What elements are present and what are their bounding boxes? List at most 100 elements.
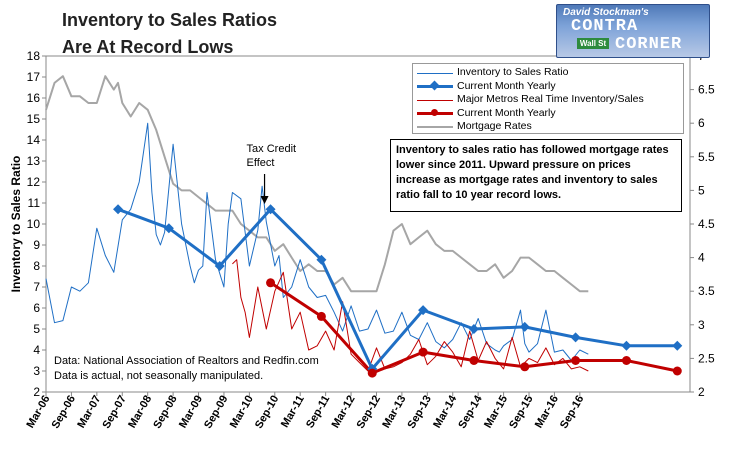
x-tick-label: Sep-09 [202,394,230,431]
x-tick-label: Sep-12 [355,394,383,431]
y-tick-label: 6 [33,301,40,315]
current-yearly-marker [214,261,225,271]
legend-label-metros-yearly: Current Month Yearly [457,106,556,119]
series-metros-line [232,259,589,372]
y-tick-label: 16 [27,91,41,105]
y-tick-label: 4 [33,343,40,357]
current-yearly-marker [570,332,581,343]
legend-item-nar: Inventory to Sales Ratio [417,66,679,80]
metros-yearly-marker [571,356,581,365]
metros-yearly-marker [316,311,326,321]
logo-line3: CORNER [615,35,683,54]
contra-corner-logo: David Stockman's CONTRA Wall St CORNER [556,4,710,58]
y2-tick-label: 6 [698,116,705,130]
metros-yearly-marker [520,362,530,372]
current-yearly-marker [672,340,683,351]
x-tick-label: Mar-09 [177,394,205,431]
series-mortgage-rates-line [45,75,589,293]
x-tick-label: Mar-10 [228,394,256,431]
y2-tick-label: 2 [698,385,705,399]
legend-item-metros-yearly: Current Month Yearly [417,107,679,121]
legend-label-mortgage: Mortgage Rates [457,120,532,132]
metros-yearly-marker [621,356,631,365]
logo-street-sign: Wall St [577,38,609,49]
x-tick-label: Sep-11 [304,394,332,431]
chart-title-line1: Inventory to Sales Ratios [62,10,278,30]
y2-tick-label: 6.5 [698,83,715,97]
current-yearly-marker [519,321,530,332]
metros-yearly-marker [418,347,428,357]
current-yearly-marker [468,324,479,334]
current-yearly-marker [418,305,429,316]
legend-item-mortgage: Mortgage Rates [417,120,679,134]
x-tick-label: Mar-15 [482,394,510,431]
y-tick-label: 15 [27,112,41,126]
y-tick-label: 2 [33,385,40,399]
chart-legend: Inventory to Sales Ratio Current Month Y… [412,63,684,134]
legend-swatch-metros-yearly [417,108,453,118]
y2-tick-label: 3 [698,318,705,332]
y2-tick-label: 5.5 [698,150,715,164]
y-tick-label: 17 [27,70,41,84]
y-tick-label: 5 [33,322,40,336]
y-tick-label: 11 [28,196,41,210]
x-tick-label: Mar-12 [330,394,358,431]
source-line2: Data is actual, not seasonally manipulat… [54,370,264,382]
y-tick-label: 10 [27,217,41,231]
logo-line1: David Stockman's [563,7,649,18]
x-tick-label: Mar-11 [279,394,307,430]
current-yearly-marker [265,204,276,215]
legend-label-metros: Major Metros Real Time Inventory/Sales [457,93,644,105]
y2-tick-label: 4.5 [698,217,715,231]
annotation-tax-credit-line2: Effect [247,157,275,169]
legend-swatch-nar [417,68,453,78]
y2-tick-label: 3.5 [698,284,715,298]
current-yearly-marker [621,340,632,351]
metros-yearly-marker [672,366,682,376]
chart-title-line2: Are At Record Lows [62,37,234,57]
y-tick-label: 3 [33,364,40,378]
y-tick-label: 9 [33,238,40,252]
x-tick-label: Mar-07 [75,394,103,431]
y-tick-label: 7 [33,280,40,294]
legend-swatch-nar-yearly [417,80,453,91]
y2-tick-label: 4 [698,251,705,265]
legend-item-metros: Major Metros Real Time Inventory/Sales [417,93,679,107]
y-tick-label: 8 [33,259,40,273]
y2-tick-label: 5 [698,183,705,197]
legend-swatch-mortgage [417,122,453,132]
x-tick-label: Sep-07 [100,394,128,431]
x-tick-label: Sep-08 [151,394,179,431]
current-yearly-marker [316,254,327,265]
x-tick-label: Sep-16 [558,394,586,431]
metros-yearly-marker [266,278,276,288]
current-yearly-marker [113,204,124,215]
legend-swatch-metros [417,95,453,105]
metros-yearly-marker [469,356,479,365]
y-tick-label: 12 [27,175,41,189]
y-axis-label: Inventory to Sales Ratio [9,156,23,293]
x-tick-label: Mar-08 [126,394,154,431]
commentary-box: Inventory to sales ratio has followed mo… [390,139,682,212]
x-tick-label: Mar-16 [533,394,561,431]
series-current-yearly-line [117,207,678,371]
x-tick-label: Sep-10 [253,394,281,431]
legend-label-nar: Inventory to Sales Ratio [457,66,569,78]
y-tick-label: 18 [27,49,41,63]
x-tick-label: Sep-06 [50,394,78,431]
annotation-tax-credit-line1: Tax Credit [247,143,297,155]
current-yearly-marker [163,223,174,234]
x-tick-label: Mar-13 [380,394,408,431]
x-tick-label: Sep-15 [507,394,535,431]
x-tick-label: Mar-06 [24,394,52,431]
metros-yearly-marker [367,368,377,378]
logo-line2: CONTRA [571,17,639,36]
y2-tick-label: 2.5 [698,351,715,365]
x-tick-label: Sep-13 [405,394,433,431]
y-tick-label: 13 [27,154,41,168]
annotation-arrow-head [260,196,269,204]
legend-label-nar-yearly: Current Month Yearly [457,79,556,92]
source-line1: Data: National Association of Realtors a… [54,355,319,367]
